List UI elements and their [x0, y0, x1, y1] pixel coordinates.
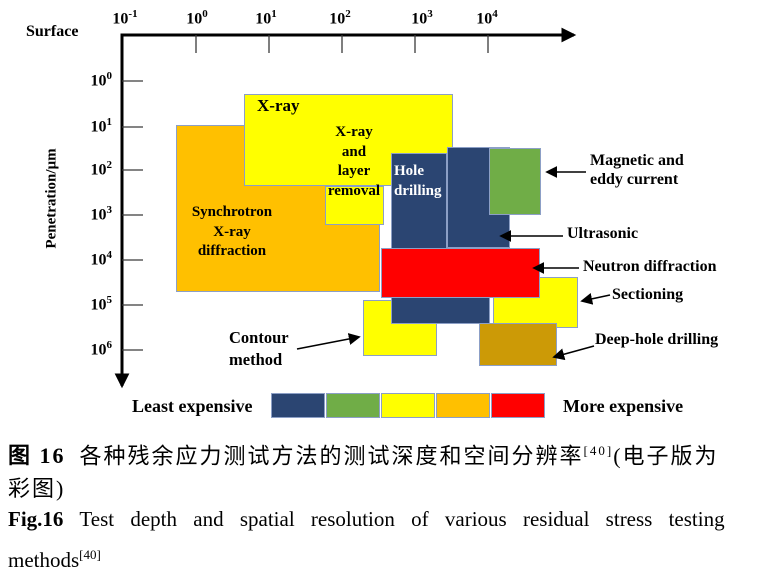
synchrotron-box-label: Synchrotron X-ray diffraction [191, 204, 273, 259]
contour-arrow [296, 333, 361, 350]
surface-label: Surface [26, 23, 79, 40]
x-tick-label-1: 100 [186, 8, 208, 28]
legend-swatch-yellow [381, 393, 435, 418]
neutron-diffraction-label: Neutron diffraction [583, 258, 717, 275]
deep-hole-drilling-box [479, 323, 557, 366]
legend-more-expensive-label: More expensive [563, 396, 684, 416]
y-axis-title: Penetration/μm [43, 148, 60, 249]
y-tick-label-1: 101 [90, 116, 113, 136]
caption-zh-fig-label: 图 16 [8, 443, 66, 469]
axes-and-arrows-layer [114, 27, 611, 389]
hole-drilling-label: Hole drilling [394, 163, 442, 199]
caption-english: Fig.16 Test depth and spatial resolution … [8, 507, 725, 569]
deep-hole-arrow [552, 345, 595, 361]
xray-box-label: X-ray [257, 96, 300, 115]
y-tick-label-4: 104 [90, 249, 113, 269]
neutron-diffraction-box [381, 248, 540, 298]
legend-least-expensive-label: Least expensive [132, 396, 253, 416]
xray-layer-removal-box [325, 186, 384, 225]
chart-area: X-ray Synchrotron X-ray diffraction X-ra… [26, 8, 719, 418]
magnetic-eddy-current-label: Magnetic and eddy current [590, 152, 684, 188]
legend-swatch-navy [271, 393, 325, 418]
contour-method-label: Contour method [229, 328, 289, 369]
y-tick-label-6: 106 [90, 339, 113, 359]
y-tick-label-0: 100 [90, 70, 113, 90]
ultrasonic-label: Ultrasonic [567, 225, 639, 242]
x-tick-label-5: 104 [476, 8, 498, 28]
hole-drilling-box [391, 153, 447, 250]
xray-layer-removal-label: X-ray and layer removal [327, 124, 381, 199]
y-tick-label-2: 102 [90, 159, 113, 179]
x-tick-label-4: 103 [411, 8, 433, 28]
caption-en-fig-label: Fig.16 [8, 507, 64, 531]
caption-chinese: 图 16 各种残余应力测试方法的测试深度和空间分辨率[40](电子版为 彩图) [8, 443, 719, 502]
y-tick-label-3: 103 [90, 204, 113, 224]
x-axis [122, 27, 577, 53]
magnetic-eddy-current-box [489, 148, 541, 215]
x-tick-label-2: 101 [255, 8, 277, 28]
legend-swatch-green [326, 393, 380, 418]
legend-swatch-orange [436, 393, 490, 418]
x-tick-label-0: 10-1 [112, 8, 138, 28]
legend-swatch-red [491, 393, 545, 418]
deep-hole-drilling-label: Deep-hole drilling [595, 331, 719, 348]
sectioning-label: Sectioning [612, 286, 684, 303]
sectioning-arrow [580, 292, 611, 305]
x-tick-label-3: 102 [329, 8, 351, 28]
y-tick-label-5: 105 [90, 294, 113, 314]
y-axis [114, 33, 143, 389]
legend-color-scale [271, 393, 545, 418]
